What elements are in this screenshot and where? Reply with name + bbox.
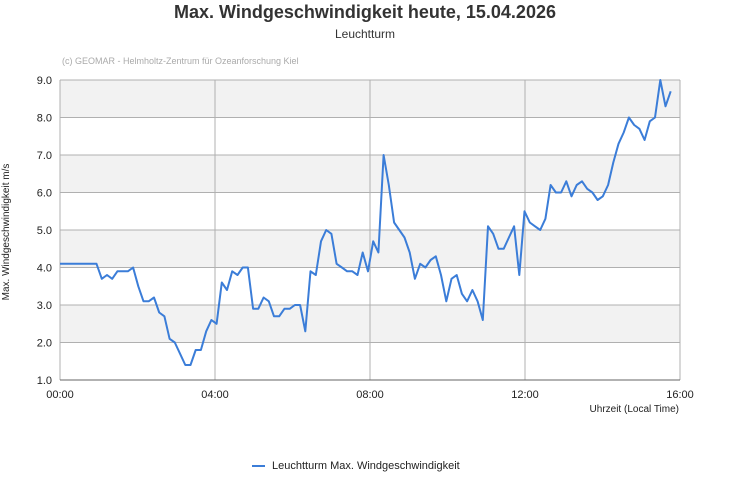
y-tick-label: 9.0: [37, 75, 52, 87]
x-axis-title: Uhrzeit (Local Time): [590, 404, 679, 415]
x-tick-label: 00:00: [46, 389, 74, 401]
chart-subtitle: Leuchtturm: [335, 27, 395, 41]
y-tick-label: 5.0: [37, 225, 52, 237]
y-axis-ticks: 1.0 2.0 3.0 4.0 5.0 6.0 7.0 8.0 9.0: [37, 75, 52, 387]
grid-lines: [59, 79, 681, 381]
y-tick-label: 6.0: [37, 188, 52, 200]
chart-title: Max. Windgeschwindigkeit heute, 15.04.20…: [174, 2, 556, 22]
y-tick-label: 7.0: [37, 150, 52, 162]
y-axis-title: Max. Windgeschwindigkeit m/s: [1, 164, 12, 301]
x-tick-label: 12:00: [511, 389, 539, 401]
legend-label: Leuchtturm Max. Windgeschwindigkeit: [272, 460, 460, 472]
y-tick-label: 4.0: [37, 263, 52, 275]
y-tick-label: 2.0: [37, 338, 52, 350]
series-line[interactable]: [60, 79, 672, 366]
x-tick-label: 04:00: [201, 389, 229, 401]
y-tick-label: 8.0: [37, 113, 52, 125]
x-axis-ticks: 00:00 04:00 08:00 12:00 16:00: [46, 389, 694, 401]
legend[interactable]: Leuchtturm Max. Windgeschwindigkeit: [252, 460, 460, 472]
y-tick-label: 3.0: [37, 300, 52, 312]
y-tick-label: 1.0: [37, 375, 52, 387]
x-tick-label: 16:00: [666, 389, 694, 401]
series-group: [60, 79, 672, 366]
x-tick-label: 08:00: [356, 389, 384, 401]
chart-credit: (c) GEOMAR - Helmholtz-Zentrum für Ozean…: [62, 56, 299, 66]
